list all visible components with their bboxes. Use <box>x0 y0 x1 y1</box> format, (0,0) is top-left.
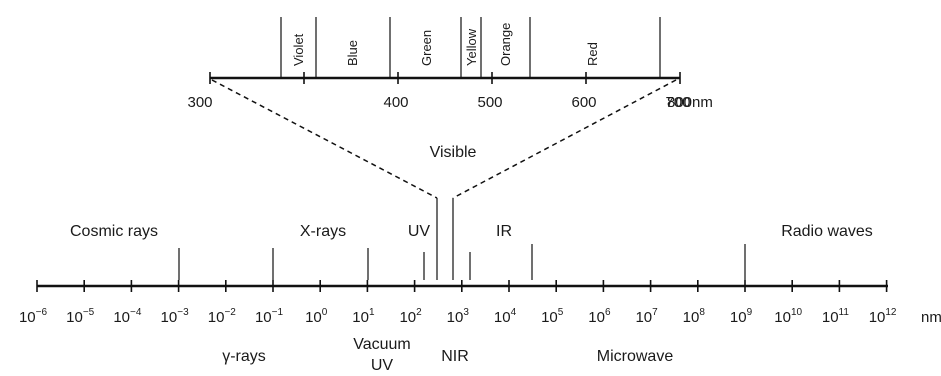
main-tick-label-base: 10 <box>683 309 700 326</box>
main-tick-label: 107 <box>635 307 658 326</box>
region-label-vacuum: Vacuum <box>353 336 411 353</box>
band-label-violet: Violet <box>291 33 306 66</box>
band-label-red: Red <box>585 42 600 66</box>
main-tick-label-exponent: 6 <box>605 307 611 318</box>
main-tick-label-base: 10 <box>255 309 272 326</box>
main-tick-label: 10−6 <box>19 307 48 326</box>
main-tick-label-exponent: 9 <box>747 307 753 318</box>
visible-tick-label-with-unit: 800nm <box>667 94 713 111</box>
main-tick-label-base: 10 <box>730 309 747 326</box>
main-tick-label-base: 10 <box>352 309 369 326</box>
band-label-blue: Blue <box>345 40 360 66</box>
main-tick-label: 10−1 <box>255 307 284 326</box>
region-label-ir: IR <box>496 223 512 240</box>
main-tick-label-base: 10 <box>822 309 839 326</box>
main-axis-ticks: 10−6 10−5 10−4 10−3 10−2 10−1 100 101 102 103 104 1… <box>19 280 897 326</box>
main-tick-label: 10−3 <box>161 307 190 326</box>
main-tick-label: 1010 <box>774 307 802 326</box>
main-tick-label-base: 10 <box>541 309 558 326</box>
main-tick-label-exponent: 11 <box>839 307 850 318</box>
main-tick-label-base: 10 <box>399 309 416 326</box>
main-tick-label-exponent: −1 <box>272 307 284 318</box>
main-tick-label: 104 <box>494 307 517 326</box>
main-tick-label-base: 10 <box>447 309 464 326</box>
main-scale: Cosmic rays X-rays UV IR Radio waves γ-r… <box>19 198 941 374</box>
main-tick-label-base: 10 <box>869 309 886 326</box>
region-label-uv: UV <box>408 223 431 240</box>
main-tick-label-exponent: 7 <box>652 307 658 318</box>
main-tick-label-exponent: 8 <box>699 307 705 318</box>
visible-tick-label: 300 <box>187 94 212 111</box>
region-label-x-rays: X-rays <box>300 223 346 240</box>
main-tick-label: 102 <box>399 307 422 326</box>
main-tick-label-base: 10 <box>19 309 36 326</box>
main-tick-label: 10−4 <box>113 307 142 326</box>
main-tick-label: 106 <box>588 307 611 326</box>
main-tick-label-exponent: 12 <box>885 307 897 318</box>
region-label-vacuum-uv: UV <box>371 357 394 374</box>
main-tick-label-base: 10 <box>774 309 791 326</box>
main-tick-label-exponent: −5 <box>83 307 95 318</box>
main-tick-label: 1012 <box>869 307 897 326</box>
projection-line-right <box>452 79 677 199</box>
region-label-radio-waves: Radio waves <box>781 223 873 240</box>
visible-caption: Visible <box>430 144 477 161</box>
visible-tick-label: 600 <box>571 94 596 111</box>
main-tick-label: 100 <box>305 307 328 326</box>
main-tick-label-base: 10 <box>305 309 322 326</box>
main-tick-label-exponent: 2 <box>416 307 422 318</box>
region-label-cosmic-rays: Cosmic rays <box>70 223 158 240</box>
main-tick-label: 109 <box>730 307 753 326</box>
main-tick-label: 103 <box>447 307 470 326</box>
main-tick-label-exponent: −2 <box>224 307 236 318</box>
main-tick-label-exponent: 3 <box>463 307 469 318</box>
region-label-gamma-rays: γ-rays <box>222 348 266 365</box>
band-label-green: Green <box>419 30 434 66</box>
main-tick-label: 10−2 <box>208 307 237 326</box>
main-tick-label-exponent: 1 <box>369 307 375 318</box>
main-tick-label-base: 10 <box>494 309 511 326</box>
region-label-nir: NIR <box>441 348 469 365</box>
main-tick-label-base: 10 <box>161 309 178 326</box>
visible-tick-label: 700 <box>665 94 690 111</box>
main-tick-label-exponent: 10 <box>791 307 803 318</box>
projection-line-left <box>211 79 438 199</box>
main-tick-label-base: 10 <box>588 309 605 326</box>
main-tick-label: 1011 <box>822 307 850 326</box>
band-label-orange: Orange <box>498 23 513 66</box>
visible-tick-label: 400 <box>383 94 408 111</box>
visible-scale: Violet Blue Green Yellow Orange Red 300 … <box>187 17 713 161</box>
main-axis-unit: nm <box>921 309 941 326</box>
main-tick-label-base: 10 <box>635 309 652 326</box>
main-tick-label: 101 <box>352 307 375 326</box>
main-tick-label-exponent: 5 <box>558 307 564 318</box>
main-tick-label-exponent: 0 <box>322 307 328 318</box>
main-tick-label: 10−5 <box>66 307 95 326</box>
main-tick-label-base: 10 <box>208 309 225 326</box>
region-label-microwave: Microwave <box>597 348 674 365</box>
main-tick-label-exponent: −6 <box>36 307 48 318</box>
main-tick-label-exponent: −3 <box>177 307 189 318</box>
band-label-yellow: Yellow <box>464 28 479 66</box>
main-tick-label-base: 10 <box>66 309 83 326</box>
main-tick-label-exponent: −4 <box>130 307 142 318</box>
visible-tick-label: 500 <box>477 94 502 111</box>
main-tick-label-exponent: 4 <box>511 307 517 318</box>
main-tick-label-base: 10 <box>113 309 130 326</box>
main-tick-label: 108 <box>683 307 706 326</box>
main-tick-label: 105 <box>541 307 564 326</box>
